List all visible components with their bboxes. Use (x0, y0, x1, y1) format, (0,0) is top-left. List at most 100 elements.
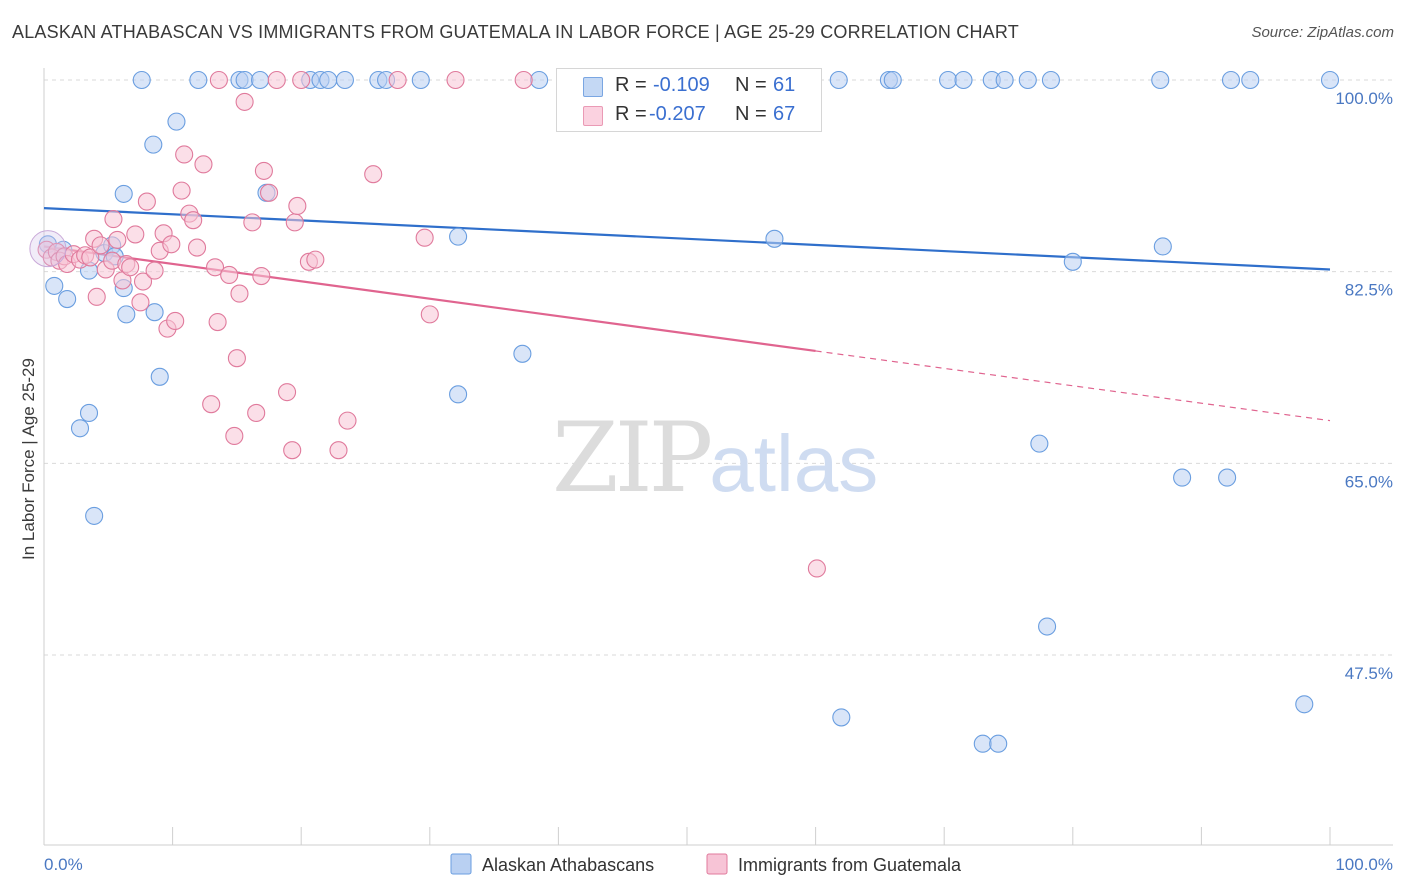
y-tick-labels: 47.5% 65.0% 82.5% 100.0% (1335, 89, 1393, 683)
stats-swatch-guatemala (583, 106, 603, 126)
guatemala-point (184, 211, 203, 230)
y-axis-title: In Labor Force | Age 25-29 (19, 358, 38, 560)
guatemala-point (283, 441, 302, 460)
guatemala-point (133, 272, 153, 291)
r-value: -0.109 (653, 74, 710, 96)
athabascan-trend-line (43, 207, 1331, 271)
athabascan-point (449, 385, 468, 404)
athabascan-point (995, 70, 1014, 90)
guatemala-point (87, 287, 106, 306)
guatemala-point (126, 225, 145, 244)
guatemala-point (247, 403, 266, 423)
athabascan-point (117, 305, 136, 324)
data-points (29, 70, 1340, 753)
athabascan-point (989, 734, 1008, 753)
y-tick-label: 47.5% (1345, 664, 1393, 683)
stats-swatch-athabascans (583, 77, 603, 97)
guatemala-trend-extension (815, 350, 1331, 422)
guatemala-point (104, 210, 123, 229)
guatemala-point (162, 235, 181, 254)
guatemala-point (254, 161, 273, 180)
stats-row-athabascans: R = -0.109 N = 61 (557, 71, 821, 101)
athabascan-point (1153, 237, 1172, 256)
guatemala-point (329, 441, 348, 460)
athabascan-point (973, 734, 992, 753)
guatemala-point (121, 258, 140, 277)
guatemala-point (415, 228, 434, 247)
guatemala-point (137, 192, 156, 211)
athabascan-point (189, 70, 208, 90)
athabascan-point (1038, 617, 1057, 636)
athabascan-point (45, 276, 64, 295)
grid-lines (44, 79, 1393, 656)
athabascan-point (1151, 70, 1170, 90)
guatemala-point (131, 293, 150, 312)
guatemala-point (338, 411, 357, 430)
guatemala-point (288, 196, 307, 216)
n-label: N = (735, 103, 767, 125)
athabascan-point (1173, 468, 1192, 487)
athabascan-point (85, 506, 104, 525)
legend-label-athabascans: Alaskan Athabascans (482, 855, 654, 875)
athabascan-point (1063, 252, 1082, 271)
guatemala-point (243, 213, 262, 232)
x-tick-label: 0.0% (44, 855, 83, 874)
guatemala-point (220, 265, 239, 285)
legend: Alaskan Athabascans Immigrants from Guat… (450, 853, 962, 875)
x-tick-label: 100.0% (1335, 855, 1393, 874)
athabascan-point (530, 70, 549, 90)
guatemala-point (227, 349, 246, 368)
athabascan-point (145, 303, 164, 322)
chart-title: ALASKAN ATHABASCAN VS IMMIGRANTS FROM GU… (12, 22, 1019, 42)
athabascan-point (319, 70, 338, 90)
legend-swatch-athabascans (450, 853, 472, 875)
r-label: R = (615, 74, 647, 96)
athabascan-point (144, 135, 163, 154)
athabascan-point (1218, 468, 1237, 487)
athabascan-point (1018, 70, 1037, 90)
guatemala-point (225, 426, 244, 446)
guatemala-point (145, 261, 164, 280)
trend-lines (43, 207, 1331, 422)
guatemala-point (187, 238, 207, 257)
athabascan-point (1241, 70, 1260, 90)
athabascan-point (1320, 70, 1340, 90)
y-tick-label: 100.0% (1335, 89, 1393, 108)
guatemala-point (166, 311, 185, 331)
guatemala-point (446, 70, 465, 90)
guatemala-point (292, 70, 311, 90)
athabascan-point (939, 70, 958, 90)
guatemala-point (252, 266, 271, 286)
source-label: Source: ZipAtlas.com (1251, 24, 1394, 41)
x-tick-labels: 0.0% 100.0% (44, 855, 1393, 874)
guatemala-point (209, 70, 228, 90)
guatemala-point (278, 383, 297, 402)
athabascan-point (513, 344, 532, 363)
r-label: R = (615, 103, 647, 125)
n-value: 61 (773, 74, 796, 96)
athabascan-point (150, 367, 169, 386)
athabascan-point (832, 708, 851, 727)
guatemala-point (175, 145, 194, 164)
cluster-point (29, 230, 67, 268)
guatemala-point (91, 236, 110, 255)
stats-legend-box: R = -0.109 N = 61 R = -0.207 N = 67 (556, 68, 822, 132)
y-tick-label: 82.5% (1345, 281, 1393, 300)
athabascan-point (250, 70, 270, 90)
athabascan-point (954, 70, 973, 90)
y-tick-label: 65.0% (1345, 472, 1393, 491)
athabascan-point (114, 184, 133, 203)
guatemala-point (514, 70, 533, 90)
guatemala-point (388, 70, 407, 90)
guatemala-point (285, 213, 304, 232)
athabascan-point (765, 229, 784, 248)
stats-row-guatemala: R = -0.207 N = 67 (557, 100, 821, 130)
guatemala-point (208, 312, 227, 332)
athabascan-point (235, 70, 254, 90)
legend-swatch-guatemala (706, 853, 728, 875)
athabascan-point (1030, 434, 1049, 453)
guatemala-point (259, 183, 279, 202)
guatemala-point (172, 181, 191, 200)
guatemala-point (364, 165, 383, 184)
